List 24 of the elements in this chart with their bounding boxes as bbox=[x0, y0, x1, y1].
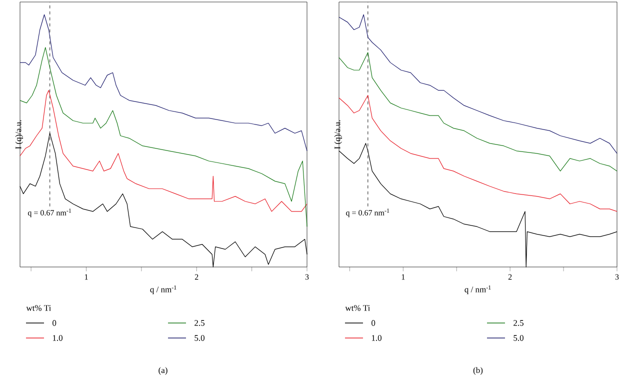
legend-label: 1.0 bbox=[372, 335, 382, 341]
x-axis-title: q / nm$^{-1}$ bbox=[150, 286, 176, 294]
ref-line-label: q = 0.67 nm$^{-1}$ bbox=[28, 208, 72, 218]
legend-label: 2.5 bbox=[194, 320, 205, 326]
x-tick-label: 2 bbox=[194, 274, 198, 280]
legend-label: 2.5 bbox=[514, 320, 524, 326]
x-tick-label: 3 bbox=[615, 274, 619, 280]
legend-label: 5.0 bbox=[514, 335, 524, 341]
x-axis-title: q / nm$^{-1}$ bbox=[464, 286, 491, 294]
legend-label: 0 bbox=[372, 320, 376, 326]
legend-label: 0 bbox=[52, 320, 56, 326]
y-axis-title: I (q)/a.u. bbox=[15, 120, 23, 149]
legend-label: 5.0 bbox=[194, 335, 205, 341]
ref-line-label: q = 0.67 nm$^{-1}$ bbox=[346, 208, 390, 218]
x-tick-label: 1 bbox=[402, 274, 405, 280]
y-axis-title: I (q)/a.u. bbox=[334, 120, 342, 149]
text: (b) bbox=[473, 367, 483, 375]
legend-title: wt% Ti bbox=[26, 305, 52, 311]
legend-title: wt% Ti bbox=[345, 305, 370, 311]
x-tick-label: 3 bbox=[305, 274, 309, 280]
x-tick-label: 1 bbox=[84, 274, 88, 280]
x-tick-label: 2 bbox=[508, 274, 512, 280]
legend-label: 1.0 bbox=[52, 335, 63, 341]
text: (a) bbox=[158, 367, 168, 375]
